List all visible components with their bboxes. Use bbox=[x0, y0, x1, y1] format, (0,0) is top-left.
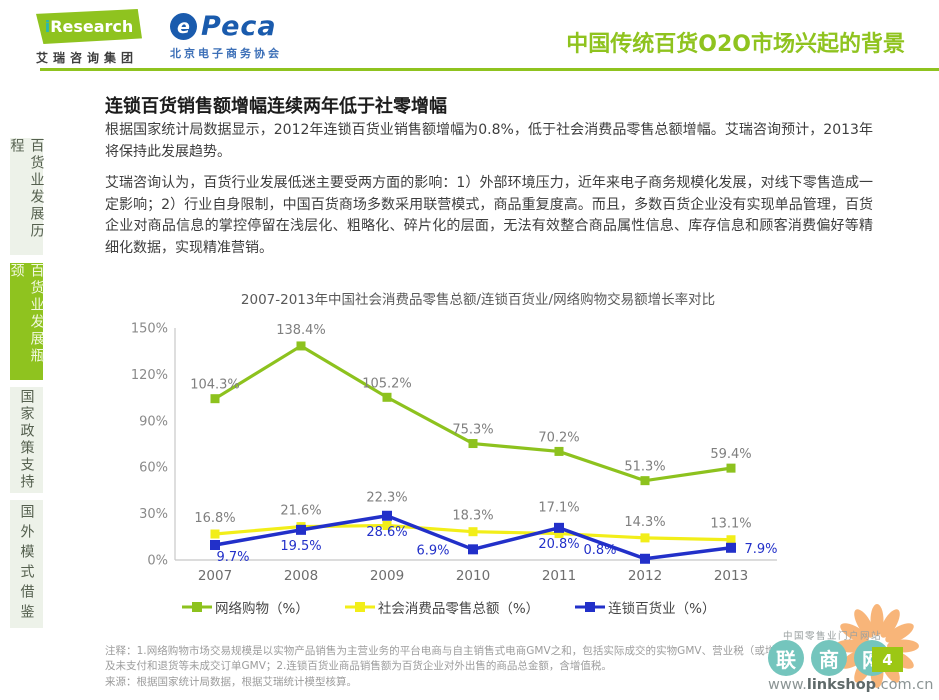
source-text: 来源：根据国家统计局数据，根据艾瑞统计模型核算。 bbox=[105, 675, 807, 690]
svg-text:2007: 2007 bbox=[198, 568, 232, 584]
legend-marker-icon bbox=[575, 601, 605, 613]
section-heading: 连锁百货销售额增幅连续两年低于社零增幅 bbox=[105, 92, 447, 118]
growth-chart: 0% 30% 60% 90% 120% 150% 2007 2008 2009 2010 2011 2… bbox=[130, 316, 830, 592]
peca-logo-subtitle: 北京电子商务协会 bbox=[170, 45, 282, 61]
svg-text:17.1%: 17.1% bbox=[538, 501, 579, 516]
svg-text:75.3%: 75.3% bbox=[452, 423, 493, 438]
sidebar-item-development-history[interactable]: 百货业发展历程 bbox=[10, 138, 43, 255]
legend-item-2: 连锁百货业（%） bbox=[575, 597, 715, 617]
linkshop-circle-lian: 联 bbox=[768, 640, 804, 676]
iresearch-logo-banner: iResearch bbox=[36, 9, 142, 44]
iresearch-logo-subtitle: 艾瑞咨询集团 bbox=[36, 49, 142, 66]
svg-text:21.6%: 21.6% bbox=[280, 504, 321, 519]
header-divider bbox=[40, 68, 939, 71]
svg-text:105.2%: 105.2% bbox=[362, 376, 412, 391]
legend-item-1: 社会消费品零售总额（%） bbox=[345, 597, 539, 617]
legend-marker-icon bbox=[182, 601, 212, 613]
svg-text:22.3%: 22.3% bbox=[366, 491, 407, 506]
svg-text:120%: 120% bbox=[131, 368, 168, 383]
sidebar-item-development-bottleneck[interactable]: 百货业发展瓶颈 bbox=[10, 263, 43, 380]
peca-e-icon: e bbox=[170, 13, 197, 40]
legend-item-0: 网络购物（%） bbox=[182, 597, 309, 617]
svg-text:150%: 150% bbox=[131, 322, 168, 337]
linkshop-url[interactable]: www.linkshop.com.cn bbox=[768, 677, 933, 693]
svg-text:13.1%: 13.1% bbox=[710, 517, 751, 532]
svg-text:2012: 2012 bbox=[628, 568, 662, 584]
chart-legend: 网络购物（%） 社会消费品零售总额（%） 连锁百货业（%） bbox=[182, 597, 715, 617]
svg-text:14.3%: 14.3% bbox=[624, 515, 665, 530]
sidebar-item-national-policy[interactable]: 国家政策支持 bbox=[10, 387, 43, 493]
svg-text:0.8%: 0.8% bbox=[583, 543, 616, 558]
svg-text:59.4%: 59.4% bbox=[710, 447, 751, 462]
svg-text:6.9%: 6.9% bbox=[416, 543, 449, 558]
notes-text: 注释：1.网络购物市场交易规模是以实物产品销售为主营业务的平台电商与自主销售式电… bbox=[105, 644, 807, 674]
legend-marker-icon bbox=[345, 601, 375, 613]
svg-text:2010: 2010 bbox=[456, 568, 490, 584]
footer-notes: 注释：1.网络购物市场交易规模是以实物产品销售为主营业务的平台电商与自主销售式电… bbox=[105, 644, 807, 690]
svg-text:0%: 0% bbox=[147, 554, 168, 569]
svg-text:2013: 2013 bbox=[714, 568, 748, 584]
page-title: 中国传统百货O2O市场兴起的背景 bbox=[566, 26, 905, 58]
svg-text:104.3%: 104.3% bbox=[190, 378, 240, 393]
paragraph-1: 根据国家统计局数据显示，2012年连锁百货业销售额增幅为0.8%，低于社会消费品… bbox=[105, 120, 873, 163]
svg-text:70.2%: 70.2% bbox=[538, 430, 579, 445]
linkshop-logo: 中国零售业门户网站 联 商 网 4 www.linkshop.com.cn bbox=[755, 610, 939, 696]
svg-text:7.9%: 7.9% bbox=[744, 542, 777, 557]
peca-logo: e Peca 北京电子商务协会 bbox=[170, 13, 282, 61]
legend-label: 网络购物（%） bbox=[215, 597, 309, 617]
svg-text:19.5%: 19.5% bbox=[280, 539, 321, 554]
svg-text:90%: 90% bbox=[139, 414, 168, 429]
svg-text:51.3%: 51.3% bbox=[624, 460, 665, 475]
page-number: 4 bbox=[872, 647, 903, 672]
svg-text:2008: 2008 bbox=[284, 568, 318, 584]
svg-text:60%: 60% bbox=[139, 461, 168, 476]
paragraph-2: 艾瑞咨询认为，百货行业发展低迷主要受两方面的影响：1）外部环境压力，近年来电子商… bbox=[105, 173, 873, 259]
svg-text:16.8%: 16.8% bbox=[194, 511, 235, 526]
svg-text:2009: 2009 bbox=[370, 568, 404, 584]
legend-label: 连锁百货业（%） bbox=[608, 597, 715, 617]
svg-text:18.3%: 18.3% bbox=[452, 509, 493, 524]
iresearch-logo-text: Research bbox=[50, 17, 133, 36]
svg-text:28.6%: 28.6% bbox=[366, 525, 407, 540]
svg-text:2011: 2011 bbox=[542, 568, 576, 584]
iresearch-logo: iResearch 艾瑞咨询集团 bbox=[36, 9, 142, 66]
svg-text:138.4%: 138.4% bbox=[276, 323, 326, 338]
sidebar-item-foreign-models[interactable]: 国外模式借鉴 bbox=[10, 500, 43, 628]
linkshop-circle-shang: 商 bbox=[811, 640, 847, 676]
svg-text:9.7%: 9.7% bbox=[216, 550, 249, 565]
chart-title: 2007-2013年中国社会消费品零售总额/连锁百货业/网络购物交易额增长率对比 bbox=[138, 288, 818, 308]
peca-logo-text: Peca bbox=[201, 13, 277, 40]
growth-chart-svg: 0% 30% 60% 90% 120% 150% 2007 2008 2009 2010 2011 2… bbox=[130, 316, 830, 592]
svg-text:30%: 30% bbox=[139, 507, 168, 522]
legend-label: 社会消费品零售总额（%） bbox=[378, 597, 539, 617]
svg-text:20.8%: 20.8% bbox=[538, 537, 579, 552]
